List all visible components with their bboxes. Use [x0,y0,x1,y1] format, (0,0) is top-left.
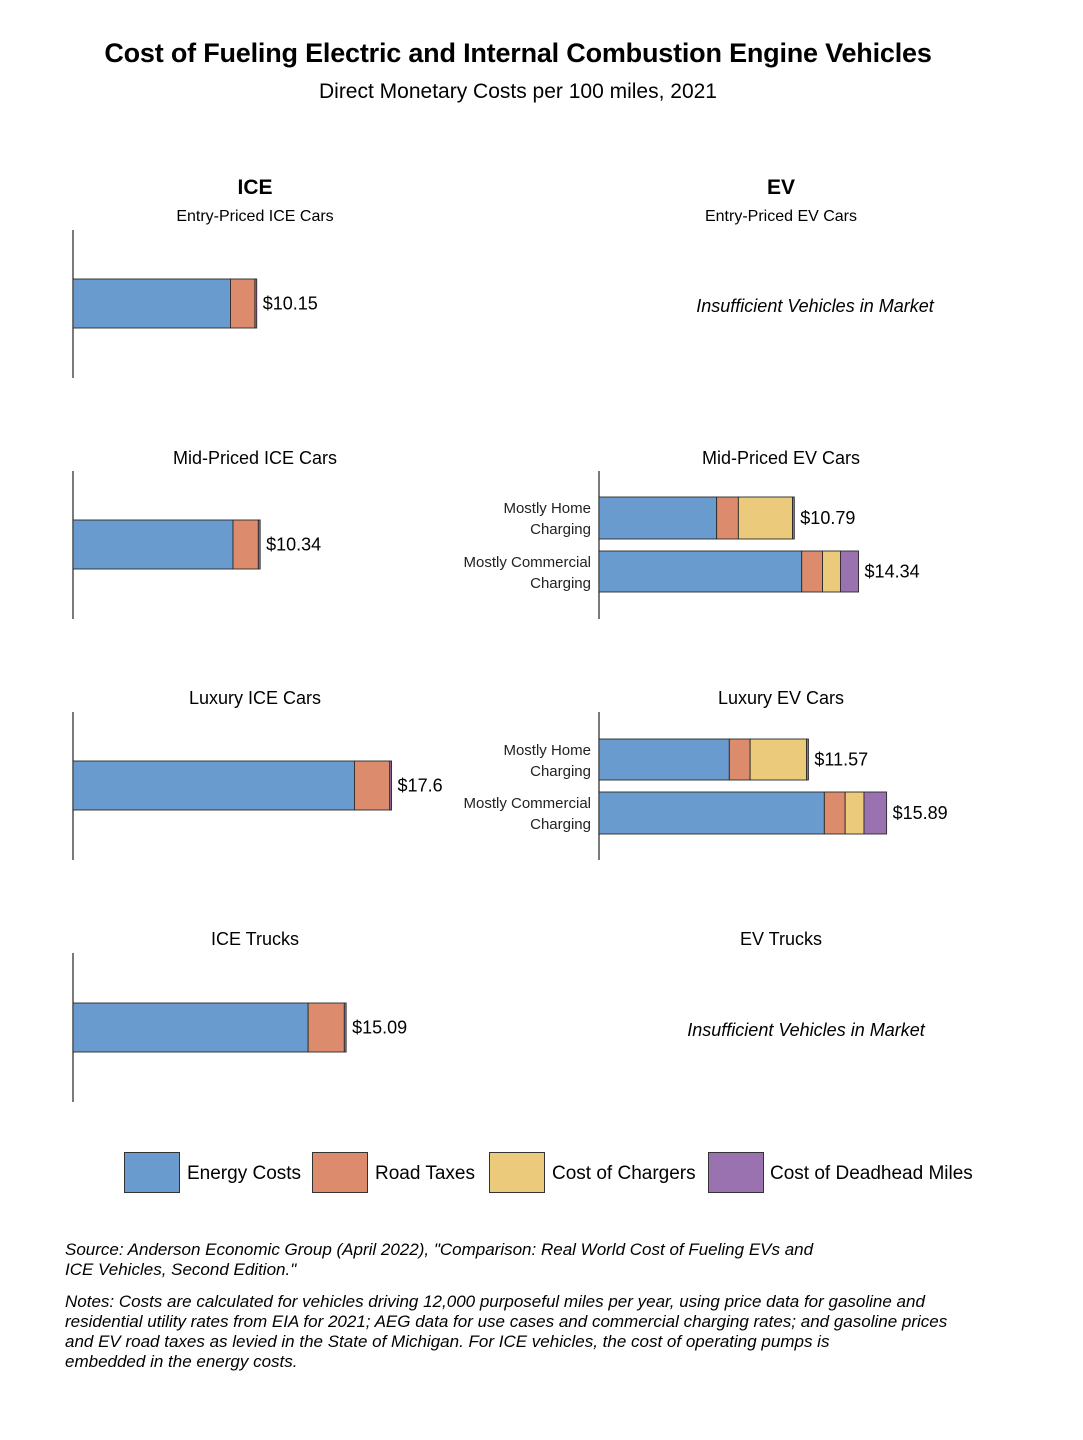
ev-column-header: EV [766,176,795,199]
legend-label-energy: Energy Costs [187,1163,302,1184]
legend-swatch-deadhead [708,1152,764,1193]
bar-segment-energy [598,550,803,593]
bar-total-label: $11.57 [814,750,868,770]
legend-swatch-chargers [489,1152,545,1193]
notes: Notes: Costs are calculated for vehicles… [65,1292,1065,1372]
bar-segment-deadhead [792,496,795,540]
bar-segment-deadhead [389,760,393,811]
bar-segment-road [823,791,846,835]
bar-total-label: $15.09 [352,1018,407,1038]
legend-swatch-energy [124,1152,180,1193]
ev-trucks-message: Insufficient Vehicles in Market [687,1020,925,1040]
bar-segment-road [354,760,391,811]
legend-label-road: Road Taxes [375,1163,475,1184]
bar-category-label: Charging [530,763,591,780]
bar-segment-road [716,496,739,540]
notes-line: Notes: Costs are calculated for vehicles… [65,1292,925,1311]
bar-total-label: $10.79 [800,508,855,528]
bar-segment-energy [598,738,730,781]
bar-segment-chargers [844,791,865,835]
bar-category-label: Mostly Home [503,500,591,517]
panel-title-ice-entry: Entry-Priced ICE Cars [176,208,334,225]
bar-segment-deadhead [806,738,809,781]
notes-line: residential utility rates from EIA for 2… [65,1312,948,1331]
bar-total-label: $14.34 [865,562,920,582]
bar-segment-energy [72,278,231,329]
source-note: Source: Anderson Economic Group (April 2… [65,1240,1065,1280]
bar-segment-energy [598,496,718,540]
panel-title-ice-luxury: Luxury ICE Cars [188,688,322,708]
bar-segment-deadhead [863,791,888,835]
bar-segment-deadhead [257,519,261,570]
bar-category-label: Charging [530,575,591,592]
bar-segment-energy [72,519,234,570]
bar-segment-road [801,550,823,593]
bar-total-label: $10.15 [263,294,318,314]
bar-total-label: $15.89 [893,803,948,823]
ev-entry-message: Insufficient Vehicles in Market [696,296,934,316]
bar-segment-chargers [737,496,793,540]
bar-segment-road [230,278,256,329]
source-line: Source: Anderson Economic Group (April 2… [65,1240,814,1259]
bar-segment-deadhead [343,1002,347,1053]
bar-segment-energy [72,760,355,811]
chart-subtitle: Direct Monetary Costs per 100 miles, 202… [318,80,717,103]
bar-segment-road [232,519,259,570]
bar-total-label: $17.6 [398,776,443,796]
source-line: ICE Vehicles, Second Edition." [65,1260,297,1279]
panel-title-ev-luxury: Luxury EV Cars [717,688,845,708]
notes-line: and EV road taxes as levied in the State… [65,1332,830,1351]
legend-swatch-road [312,1152,368,1193]
bar-segment-chargers [749,738,808,781]
ice-column-header: ICE [237,176,273,199]
bar-category-label: Mostly Home [503,742,591,759]
notes-line: embedded in the energy costs. [65,1352,298,1371]
bar-segment-deadhead [254,278,258,329]
bar-category-label: Mostly Commercial [463,795,591,812]
bar-category-label: Mostly Commercial [463,554,591,571]
bar-segment-road [728,738,751,781]
panel-title-ev-entry: Entry-Priced EV Cars [704,208,858,225]
bar-segment-energy [598,791,825,835]
panel-title-ice-mid: Mid-Priced ICE Cars [172,448,338,468]
bar-segment-deadhead [840,550,860,593]
bar-category-label: Charging [530,521,591,538]
bar-segment-chargers [822,550,841,593]
bar-segment-energy [72,1002,309,1053]
chart-title: Cost of Fueling Electric and Internal Co… [104,38,932,68]
panel-title-ice-trucks: ICE Trucks [210,929,299,949]
legend-label-chargers: Cost of Chargers [552,1163,696,1184]
bar-total-label: $10.34 [266,535,321,555]
panel-title-ev-trucks: EV Trucks [739,929,823,949]
bar-segment-road [307,1002,345,1053]
legend-label-deadhead: Cost of Deadhead Miles [770,1163,973,1184]
panel-title-ev-mid: Mid-Priced EV Cars [701,448,861,468]
bar-category-label: Charging [530,816,591,833]
